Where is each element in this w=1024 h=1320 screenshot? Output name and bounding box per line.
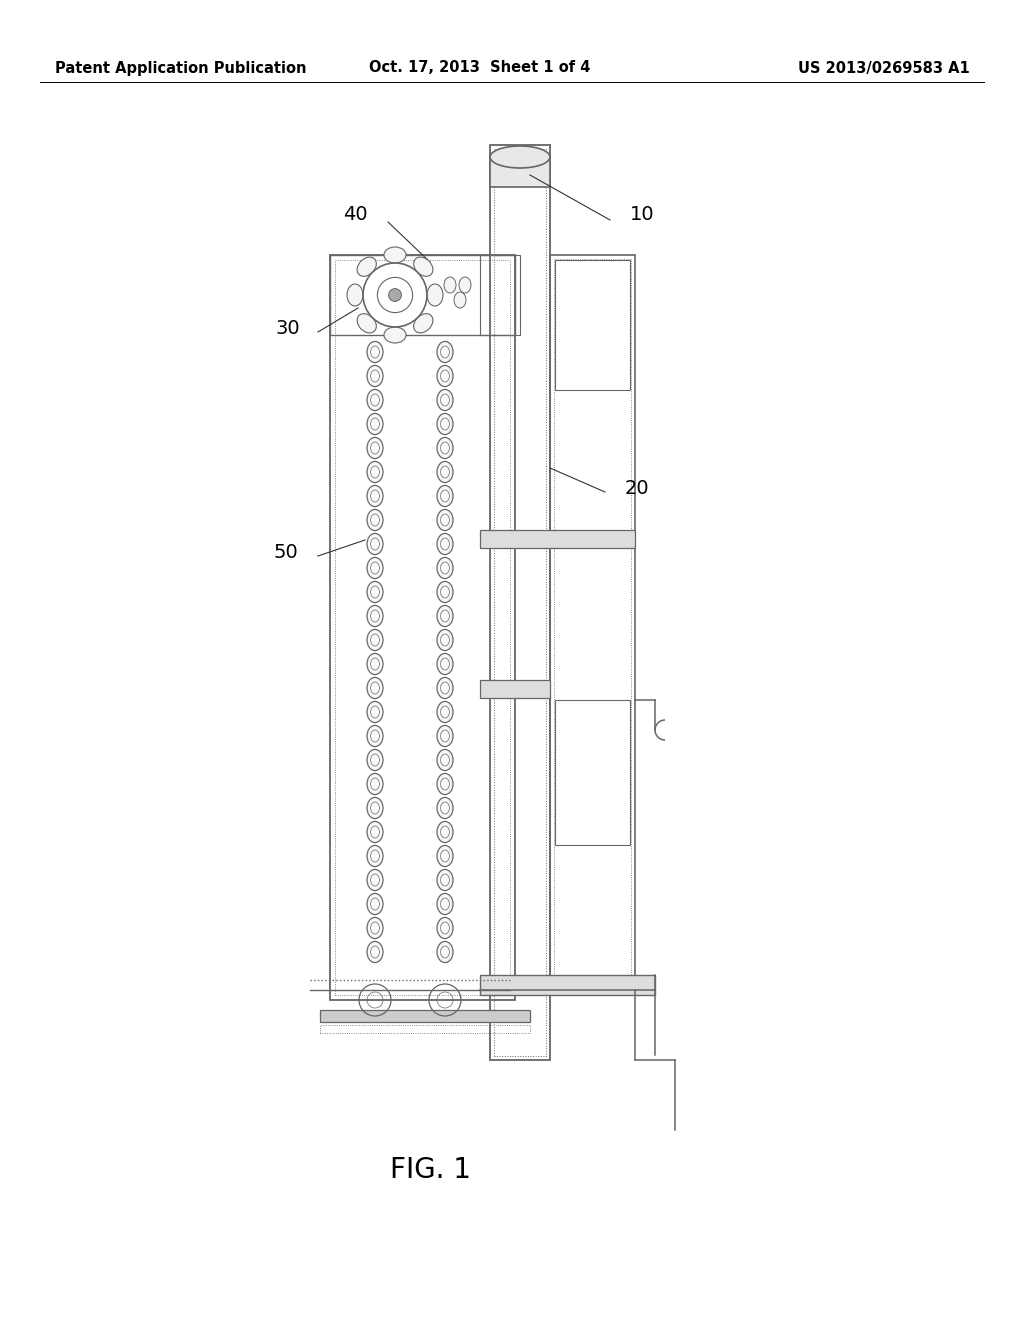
Ellipse shape bbox=[437, 581, 453, 602]
Bar bbox=[490, 157, 550, 187]
Text: 20: 20 bbox=[625, 479, 649, 498]
Ellipse shape bbox=[437, 437, 453, 458]
Ellipse shape bbox=[367, 677, 383, 698]
Ellipse shape bbox=[367, 821, 383, 842]
Ellipse shape bbox=[437, 342, 453, 363]
Ellipse shape bbox=[437, 701, 453, 722]
Ellipse shape bbox=[437, 845, 453, 866]
Ellipse shape bbox=[437, 366, 453, 387]
Ellipse shape bbox=[367, 701, 383, 722]
Ellipse shape bbox=[437, 630, 453, 651]
Ellipse shape bbox=[367, 797, 383, 818]
Text: 30: 30 bbox=[275, 318, 300, 338]
Bar bbox=[555, 700, 630, 845]
Ellipse shape bbox=[437, 750, 453, 771]
Ellipse shape bbox=[437, 797, 453, 818]
Bar bbox=[554, 259, 631, 986]
Ellipse shape bbox=[367, 437, 383, 458]
Text: Patent Application Publication: Patent Application Publication bbox=[55, 61, 306, 75]
Ellipse shape bbox=[347, 284, 362, 306]
Ellipse shape bbox=[367, 917, 383, 939]
Ellipse shape bbox=[437, 389, 453, 411]
Ellipse shape bbox=[367, 630, 383, 651]
Text: US 2013/0269583 A1: US 2013/0269583 A1 bbox=[799, 61, 970, 75]
Ellipse shape bbox=[437, 870, 453, 891]
Ellipse shape bbox=[367, 845, 383, 866]
Ellipse shape bbox=[367, 941, 383, 962]
Ellipse shape bbox=[367, 462, 383, 483]
Ellipse shape bbox=[384, 327, 406, 343]
Bar bbox=[330, 255, 515, 335]
Bar bbox=[335, 260, 510, 995]
Ellipse shape bbox=[367, 557, 383, 578]
Ellipse shape bbox=[367, 894, 383, 915]
Ellipse shape bbox=[427, 284, 443, 306]
Text: 40: 40 bbox=[343, 206, 368, 224]
Ellipse shape bbox=[367, 581, 383, 602]
Bar bbox=[480, 531, 635, 548]
Ellipse shape bbox=[437, 486, 453, 507]
Ellipse shape bbox=[437, 462, 453, 483]
Ellipse shape bbox=[367, 389, 383, 411]
Ellipse shape bbox=[367, 533, 383, 554]
Ellipse shape bbox=[367, 750, 383, 771]
Bar bbox=[555, 260, 630, 389]
Bar bbox=[319, 1026, 530, 1034]
Ellipse shape bbox=[357, 314, 377, 333]
Ellipse shape bbox=[367, 366, 383, 387]
Ellipse shape bbox=[357, 257, 377, 276]
Ellipse shape bbox=[437, 917, 453, 939]
Ellipse shape bbox=[437, 653, 453, 675]
Text: Oct. 17, 2013  Sheet 1 of 4: Oct. 17, 2013 Sheet 1 of 4 bbox=[370, 61, 591, 75]
Bar bbox=[480, 975, 655, 995]
Bar bbox=[550, 255, 635, 990]
Ellipse shape bbox=[367, 510, 383, 531]
Ellipse shape bbox=[367, 486, 383, 507]
Ellipse shape bbox=[414, 257, 433, 276]
Ellipse shape bbox=[367, 726, 383, 747]
Text: FIG. 1: FIG. 1 bbox=[389, 1156, 470, 1184]
Ellipse shape bbox=[437, 510, 453, 531]
Ellipse shape bbox=[437, 774, 453, 795]
Bar bbox=[480, 680, 550, 698]
Ellipse shape bbox=[437, 821, 453, 842]
Ellipse shape bbox=[437, 894, 453, 915]
Circle shape bbox=[388, 289, 401, 301]
Ellipse shape bbox=[459, 277, 471, 293]
Bar bbox=[480, 255, 520, 335]
Text: 10: 10 bbox=[630, 206, 654, 224]
Ellipse shape bbox=[437, 413, 453, 434]
Bar bbox=[319, 1010, 530, 1022]
Ellipse shape bbox=[367, 774, 383, 795]
Text: 50: 50 bbox=[273, 543, 298, 561]
Ellipse shape bbox=[490, 147, 550, 168]
Ellipse shape bbox=[437, 533, 453, 554]
Bar bbox=[490, 145, 550, 1060]
Bar bbox=[494, 149, 546, 1056]
Ellipse shape bbox=[367, 653, 383, 675]
Ellipse shape bbox=[367, 413, 383, 434]
Ellipse shape bbox=[444, 277, 456, 293]
Ellipse shape bbox=[414, 314, 433, 333]
Ellipse shape bbox=[437, 557, 453, 578]
Ellipse shape bbox=[437, 941, 453, 962]
Ellipse shape bbox=[437, 677, 453, 698]
Ellipse shape bbox=[437, 606, 453, 627]
Ellipse shape bbox=[367, 870, 383, 891]
Ellipse shape bbox=[437, 726, 453, 747]
Ellipse shape bbox=[367, 606, 383, 627]
Ellipse shape bbox=[367, 342, 383, 363]
Ellipse shape bbox=[384, 247, 406, 263]
Bar bbox=[330, 255, 515, 1001]
Ellipse shape bbox=[454, 292, 466, 308]
